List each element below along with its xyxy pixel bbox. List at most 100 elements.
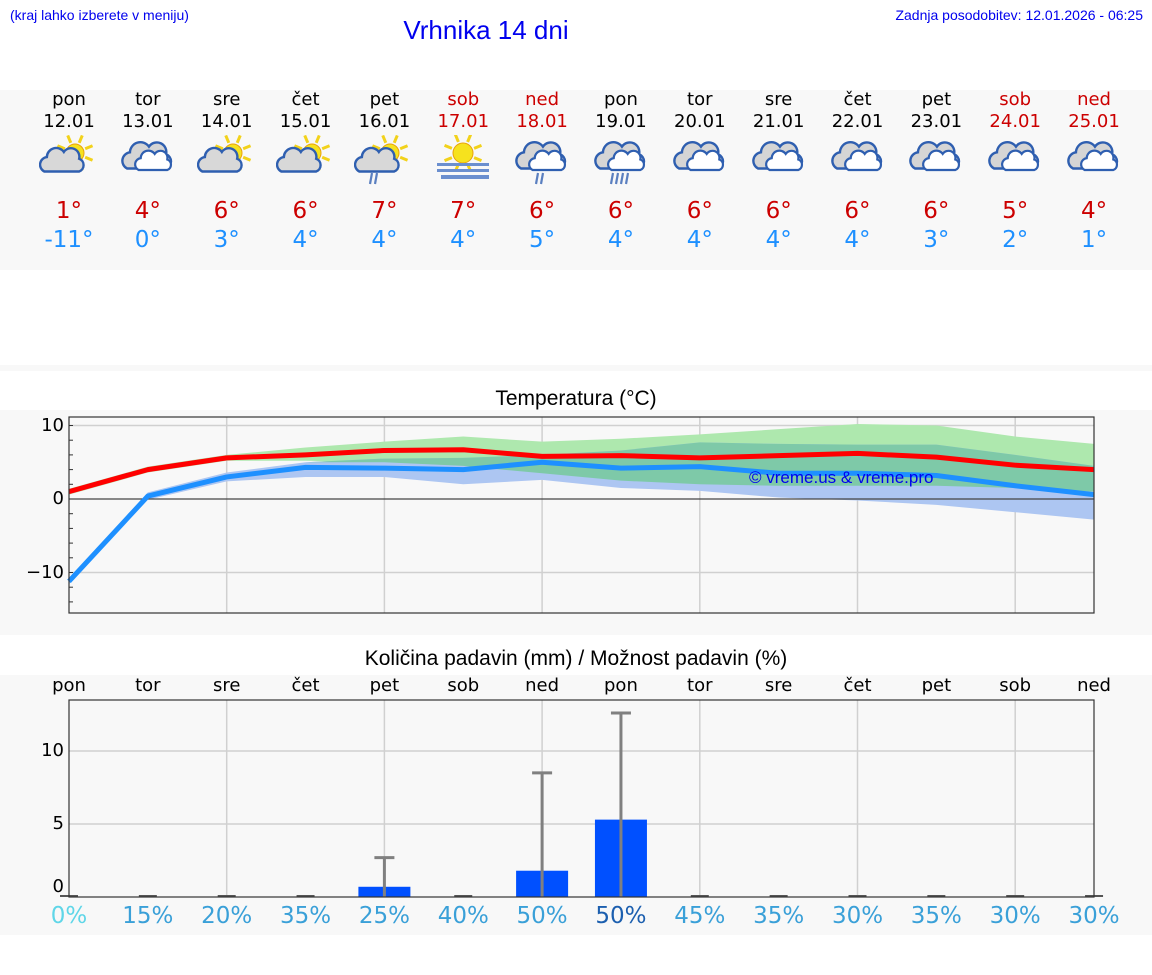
date: 20.01 <box>674 111 726 132</box>
temperature-chart-title: Temperatura (°C) <box>495 387 657 410</box>
precip-probability: 45% <box>674 903 726 929</box>
cloudy-icon <box>672 141 724 172</box>
forecast-day-2: sre 14.01 <box>187 89 267 133</box>
max-temp: 6° <box>292 198 319 224</box>
partly-cloudy-icon <box>275 135 330 173</box>
cloudy-icon <box>909 141 961 172</box>
day-of-week: pet <box>369 89 400 110</box>
date: 18.01 <box>516 111 568 132</box>
precip-day-label: sre <box>212 675 241 696</box>
forecast-day-0: pon 12.01 <box>29 89 109 133</box>
date: 13.01 <box>122 111 174 132</box>
precip-probability: 15% <box>122 903 174 929</box>
precip-probability: 50% <box>516 903 568 929</box>
forecast-day-6: ned 18.01 <box>502 89 582 133</box>
cloudy-light-rain-icon <box>515 141 567 185</box>
day-of-week: tor <box>135 89 161 110</box>
page-title: Vrhnika 14 dni <box>403 15 569 45</box>
forecast-day-10: čet 22.01 <box>818 89 898 133</box>
date: 17.01 <box>437 111 490 132</box>
precip-day-label: tor <box>687 675 713 696</box>
max-temp: 6° <box>213 198 240 224</box>
date: 16.01 <box>358 111 411 132</box>
day-of-week: ned <box>525 89 560 110</box>
min-temp: 4° <box>686 227 713 253</box>
forecast-day-3: čet 15.01 <box>266 89 346 133</box>
min-temp: 4° <box>292 227 319 253</box>
precip-probability: 30% <box>1068 903 1120 929</box>
day-of-week: ned <box>1077 89 1111 110</box>
min-temp: 3° <box>213 227 240 253</box>
forecast-day-7: pon 19.01 <box>581 89 661 133</box>
cloudy-icon <box>121 141 172 172</box>
date: 21.01 <box>752 111 805 132</box>
date: 15.01 <box>279 111 332 132</box>
precip-day-label: ned <box>525 675 560 696</box>
date: 19.01 <box>595 111 647 132</box>
date: 25.01 <box>1068 111 1120 132</box>
precip-probability: 35% <box>279 903 332 929</box>
watermark: © vreme.us & vreme.pro <box>749 468 934 487</box>
precip-day-label: tor <box>135 675 161 696</box>
max-temp: 6° <box>844 198 871 224</box>
temp-ytick-10: 10 <box>41 415 64 436</box>
precip-day-label: sob <box>999 675 1032 696</box>
day-of-week: čet <box>843 89 872 110</box>
precip-day-label: ned <box>1077 675 1111 696</box>
min-temp: 4° <box>371 227 398 253</box>
sun-fog-icon <box>437 135 490 179</box>
separator <box>0 365 1152 371</box>
min-temp: 3° <box>923 227 950 253</box>
max-temp: 7° <box>450 198 477 224</box>
precip-probability: 40% <box>437 903 489 929</box>
max-temp: 4° <box>1080 198 1108 224</box>
min-temp: 1° <box>1080 227 1108 253</box>
precip-probability: 35% <box>910 903 962 929</box>
precip-day-label: pon <box>52 675 86 696</box>
min-temp: 4° <box>844 227 871 253</box>
precip-probability: 25% <box>358 903 410 929</box>
precip-day-label: sob <box>447 675 480 696</box>
city-menu-hint[interactable]: (kraj lahko izberete v meniju) <box>10 7 189 23</box>
date: 24.01 <box>989 111 1041 132</box>
date: 14.01 <box>200 111 253 132</box>
day-of-week: tor <box>687 89 713 110</box>
forecast-day-8: tor 20.01 <box>660 89 740 133</box>
day-of-week: sre <box>212 89 241 110</box>
forecast-day-1: tor 13.01 <box>108 89 188 133</box>
cloudy-icon <box>988 141 1040 172</box>
temp-ytick-minus10: −10 <box>26 562 64 583</box>
precip-day-label: čet <box>843 675 872 696</box>
cloudy-icon <box>1067 141 1119 172</box>
day-of-week: čet <box>291 89 320 110</box>
partly-cloudy-icon <box>39 135 94 173</box>
forecast-day-12: sob 24.01 <box>975 89 1055 133</box>
min-temp: 0° <box>134 227 161 253</box>
partly-cloudy-icon <box>196 135 251 173</box>
forecast-day-11: pet 23.01 <box>896 89 976 133</box>
precip-probability: 0% <box>50 903 88 929</box>
day-of-week: sob <box>999 89 1032 110</box>
min-temp: 4° <box>450 227 477 253</box>
forecast-strip <box>0 90 1152 270</box>
max-temp: 1° <box>55 198 83 224</box>
day-of-week: pon <box>52 89 86 110</box>
precip-day-label: sre <box>764 675 793 696</box>
precip-probability: 30% <box>831 903 884 929</box>
cloudy-icon <box>830 141 882 172</box>
max-temp: 6° <box>686 198 713 224</box>
partly-cloudy-light-rain-icon <box>354 135 409 185</box>
cloudy-icon <box>751 141 803 172</box>
precip-ytick-5: 5 <box>52 813 64 834</box>
min-temp: 4° <box>607 227 634 253</box>
day-of-week: sre <box>764 89 793 110</box>
precip-day-label: pet <box>921 675 952 696</box>
date: 12.01 <box>43 111 95 132</box>
max-temp: 5° <box>1002 198 1029 224</box>
last-updated: Zadnja posodobitev: 12.01.2026 - 06:25 <box>895 7 1143 23</box>
max-temp: 6° <box>529 198 556 224</box>
max-temp: 6° <box>607 198 634 224</box>
precip-ytick-10: 10 <box>41 740 64 761</box>
